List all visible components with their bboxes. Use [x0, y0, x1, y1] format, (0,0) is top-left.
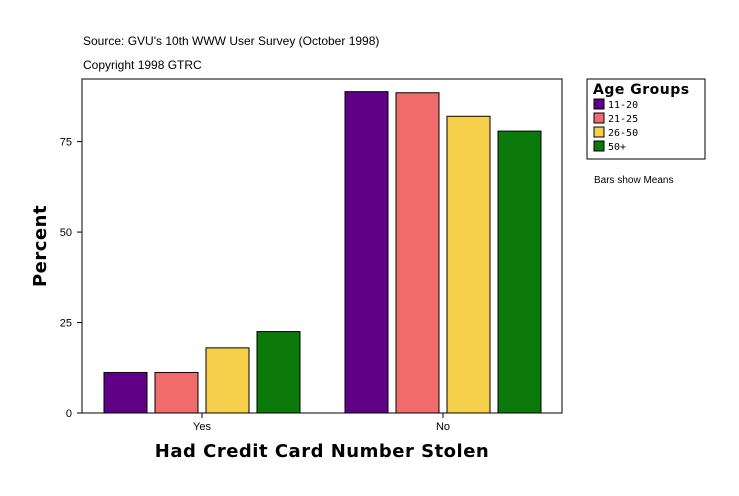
x-axis: Yes No	[193, 413, 450, 433]
bar-no-21-25	[395, 92, 440, 414]
bar-yes-26-50	[205, 347, 250, 414]
bars-group	[103, 91, 542, 414]
bar-yes-11-20	[103, 371, 148, 414]
y-tick-label: 50	[60, 227, 72, 239]
legend-title: Age Groups	[593, 82, 690, 98]
y-tick-label: 25	[60, 318, 72, 330]
x-tick-label-no: No	[436, 421, 450, 433]
legend-swatch-11-20	[593, 98, 605, 110]
y-axis: 0 25 50 75	[60, 137, 82, 420]
legend-label-50plus: 50+	[608, 142, 626, 153]
source-text: Source: GVU's 10th WWW User Survey (Octo…	[83, 34, 379, 48]
x-axis-title: Had Credit Card Number Stolen	[155, 441, 489, 462]
legend-swatch-26-50	[593, 126, 605, 138]
legend-label-21-25: 21-25	[608, 114, 638, 125]
legend-swatch-21-25	[593, 112, 605, 124]
bar-yes-21-25	[154, 371, 199, 414]
y-tick-label: 0	[66, 408, 72, 420]
copyright-text: Copyright 1998 GTRC	[83, 58, 202, 72]
legend-items: 11-20 21-25 26-50 50+	[593, 98, 638, 153]
legend: Age Groups 11-20 21-25 26-50 50+	[586, 78, 706, 160]
bar-no-11-20	[344, 91, 389, 414]
y-tick-label: 75	[60, 137, 72, 149]
bar-no-50plus	[497, 130, 542, 414]
legend-label-26-50: 26-50	[608, 128, 638, 139]
bar-yes-50plus	[256, 331, 301, 414]
legend-swatch-50plus	[593, 140, 605, 152]
legend-label-11-20: 11-20	[608, 100, 638, 111]
legend-box	[586, 78, 706, 160]
bars-show-means-note: Bars show Means	[594, 175, 673, 186]
x-tick-label-yes: Yes	[193, 421, 211, 433]
y-axis-title: Percent	[30, 205, 51, 287]
bar-no-26-50	[446, 115, 491, 414]
